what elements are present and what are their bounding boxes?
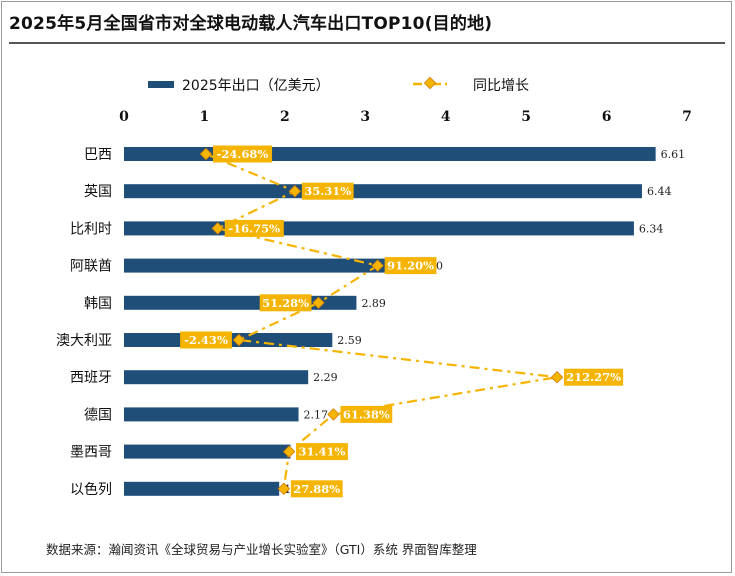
category-label: 澳大利亚	[56, 333, 112, 349]
legend: 2025年出口（亿美元） 同比增长	[148, 76, 529, 94]
growth-marker	[327, 408, 340, 421]
growth-label-box	[290, 480, 343, 498]
bar	[124, 407, 299, 422]
x-tick-label: 6	[602, 109, 612, 125]
category-label: 墨西哥	[70, 445, 112, 461]
title-divider	[9, 42, 725, 44]
legend-line-label: 同比增长	[473, 78, 529, 94]
growth-marker	[550, 370, 564, 384]
bar-value-label: 2.29	[313, 371, 338, 384]
growth-value-label: 91.20%	[387, 259, 434, 273]
bar-value-label: 6.44	[647, 185, 672, 198]
growth-value-label: -16.75%	[228, 221, 280, 235]
category-label: 巴西	[84, 147, 112, 163]
growth-marker	[282, 445, 296, 458]
growth-label-box	[212, 145, 273, 163]
growth-value-label: 61.38%	[343, 407, 390, 421]
growth-value-label: 31.41%	[298, 445, 345, 459]
bar-value-label: 6.61	[661, 148, 686, 161]
legend-line-marker	[423, 76, 437, 90]
bar-value-label: 2.59	[337, 334, 362, 347]
bar	[124, 221, 634, 236]
category-label: 德国	[84, 407, 112, 423]
growth-line	[205, 152, 558, 489]
category-label: 阿联酋	[70, 258, 112, 275]
category-label: 韩国	[84, 296, 112, 312]
growth-marker	[312, 296, 325, 310]
growth-value-label: 27.88%	[293, 482, 340, 496]
category-label: 比利时	[70, 221, 112, 237]
growth-label-box	[564, 368, 624, 386]
x-tick-label: 2	[280, 109, 290, 125]
x-tick-label: 1	[200, 109, 210, 125]
bar-value-label: 2.17	[304, 408, 329, 421]
growth-label-box	[384, 257, 437, 275]
category-label: 英国	[84, 183, 112, 200]
legend-bar-swatch	[148, 81, 174, 88]
bar	[124, 258, 414, 273]
growth-marker	[199, 147, 213, 161]
bar-value-label: 6.34	[639, 222, 664, 235]
category-label: 以色列	[70, 481, 112, 498]
bar	[124, 481, 280, 496]
growth-marker	[277, 482, 291, 496]
x-axis: 0 1 2 3 4 5 6 7	[119, 109, 692, 125]
growth-label-box	[301, 182, 354, 200]
bar	[124, 370, 309, 385]
bar-value-label: 2.89	[361, 297, 386, 310]
growth-label-box	[180, 331, 232, 349]
bar	[124, 184, 642, 199]
growth-value-label: 212.27%	[566, 370, 621, 384]
growth-value-label: 51.28%	[262, 296, 309, 310]
x-tick-label: 0	[119, 109, 129, 125]
x-tick-label: 7	[682, 109, 692, 125]
source-note: 数据来源：瀚闻资讯《全球贸易与产业增长实验室》（GTI）系统 界面智库整理	[46, 542, 477, 557]
growth-label-box	[224, 219, 284, 237]
growth-marker	[211, 222, 224, 235]
bar	[124, 444, 291, 459]
bar-series: 6.616.446.343.602.892.592.292.172.071.93	[124, 147, 685, 496]
growth-series: -24.68% 35.31% -16.75% 91.20% 51.28% -2.43% 21…	[180, 145, 624, 498]
growth-value-label: -2.43%	[184, 333, 228, 347]
growth-marker	[288, 184, 302, 198]
chart-title: 2025年5月全国省市对全球电动载人汽车出口TOP10(目的地)	[9, 14, 493, 34]
growth-label-box	[259, 294, 312, 312]
growth-label-box	[296, 443, 348, 461]
x-tick-label: 5	[521, 109, 531, 125]
growth-value-label: 35.31%	[304, 184, 351, 198]
growth-marker	[371, 259, 384, 272]
x-tick-label: 4	[441, 109, 451, 125]
legend-bar-label: 2025年出口（亿美元）	[182, 78, 330, 94]
growth-marker	[232, 333, 246, 347]
growth-value-label: -24.68%	[217, 147, 269, 161]
growth-label-box	[340, 405, 393, 423]
category-label: 西班牙	[70, 370, 112, 386]
x-tick-label: 3	[360, 109, 370, 125]
